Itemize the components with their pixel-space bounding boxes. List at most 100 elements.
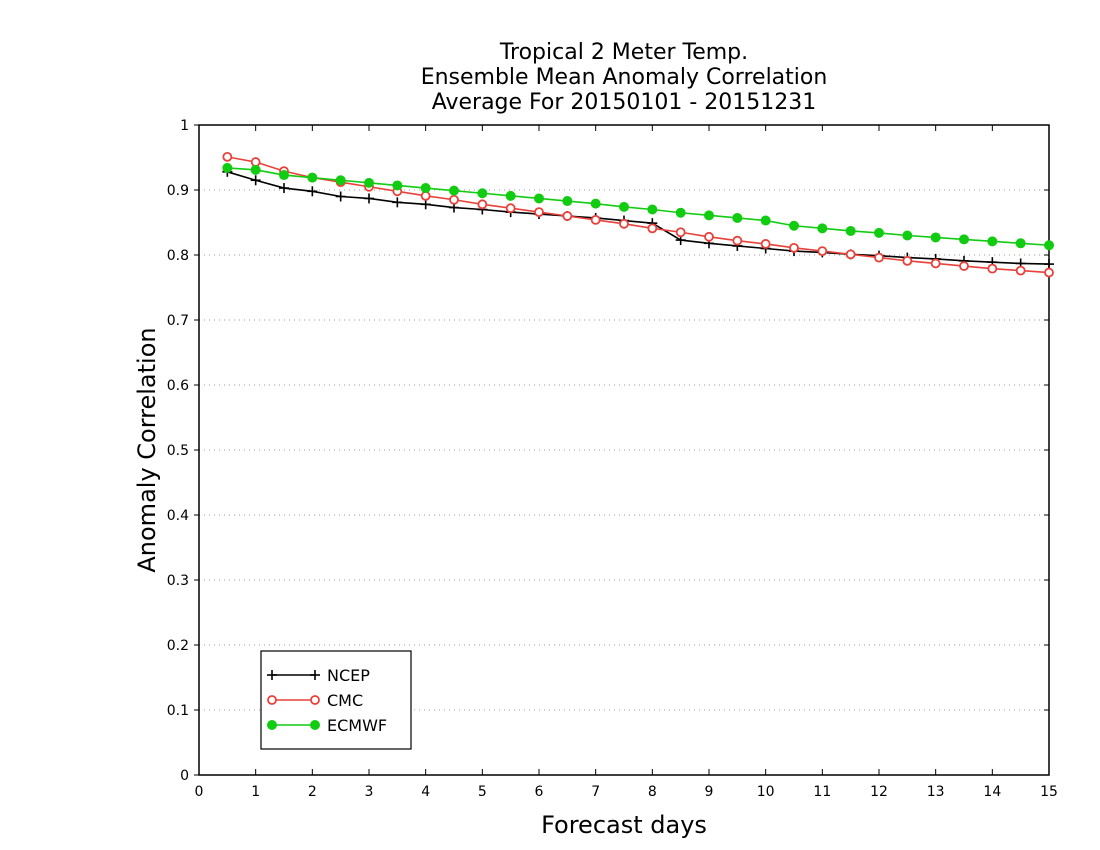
cmc-point — [817, 246, 828, 257]
cmc-point — [505, 203, 516, 214]
legend-box — [260, 650, 412, 750]
ecmwf-point — [647, 204, 658, 215]
x-axis: 0 1 2 3 4 5 6 7 8 9 10 11 12 13 14 15 — [195, 125, 1058, 800]
ecmwf-point — [760, 215, 771, 226]
ecmwf-point — [534, 193, 544, 204]
legend-label: NCEP — [327, 666, 370, 685]
cmc-point — [902, 255, 913, 266]
cmc-point — [1044, 267, 1054, 278]
title-line-2: Ensemble Mean Anomaly Correlation — [421, 65, 828, 90]
ncep-point — [335, 191, 346, 202]
cmc-point — [732, 235, 743, 246]
y-axis: 0 0.1 0.2 0.3 0.4 0.5 0.6 0.7 0.8 0.9 1 — [167, 118, 1049, 784]
ecmwf-point — [930, 232, 941, 243]
ecmwf-line — [227, 167, 1050, 247]
legend-marker — [267, 695, 277, 705]
ncep-line — [227, 171, 1050, 265]
cmc-point — [562, 211, 573, 221]
ecmwf-point — [619, 201, 629, 212]
ecmwf-point — [590, 198, 601, 209]
series-ecmwf — [222, 162, 1054, 251]
cmc-point — [874, 252, 884, 263]
ecmwf-point — [704, 210, 714, 221]
x-tick-label: 13 — [927, 784, 945, 800]
ecmwf-point — [505, 190, 516, 201]
ecmwf-point — [307, 172, 318, 183]
ecmwf-point — [449, 185, 459, 196]
legend-label: ECMWF — [327, 716, 387, 735]
cmc-line — [227, 156, 1050, 274]
cmc-point — [845, 249, 856, 260]
y-tick-label: 0.2 — [167, 638, 189, 654]
ecmwf-point — [477, 188, 488, 199]
x-tick-label: 1 — [251, 784, 260, 800]
x-tick-label: 6 — [535, 784, 544, 800]
cmc-point — [675, 227, 686, 238]
title-line-1: Tropical 2 Meter Temp. — [499, 40, 748, 65]
x-tick-label: 14 — [983, 784, 1001, 800]
legend: NCEP CMC ECMWF — [260, 650, 412, 750]
y-tick-label: 0.6 — [167, 378, 189, 394]
x-tick-label: 9 — [705, 784, 714, 800]
ncep-point — [1044, 259, 1054, 270]
legend-label: CMC — [327, 691, 363, 710]
y-tick-label: 0.9 — [167, 183, 189, 199]
ecmwf-point — [222, 162, 233, 173]
y-tick-label: 0.1 — [167, 703, 189, 719]
x-tick-label: 15 — [1040, 784, 1058, 800]
cmc-point — [619, 218, 629, 229]
ecmwf-point — [364, 177, 374, 188]
ncep-point — [250, 175, 261, 186]
x-tick-label: 5 — [478, 784, 487, 800]
y-tick-label: 0 — [180, 768, 189, 784]
ncep-point — [364, 193, 374, 204]
x-axis-title: Forecast days — [541, 811, 707, 839]
ecmwf-point — [279, 170, 289, 181]
y-tick-label: 0.8 — [167, 248, 189, 264]
ecmwf-point — [732, 212, 743, 223]
x-tick-label: 7 — [591, 784, 600, 800]
ecmwf-point — [335, 175, 346, 186]
cmc-point — [760, 239, 771, 249]
cmc-point — [987, 263, 998, 274]
ncep-point — [392, 197, 403, 208]
cmc-point — [647, 223, 658, 234]
x-tick-label: 10 — [757, 784, 775, 800]
cmc-point — [704, 231, 714, 242]
ecmwf-point — [1015, 238, 1026, 249]
cmc-point — [930, 258, 941, 269]
legend-marker — [310, 670, 320, 680]
gridlines — [199, 189, 1049, 711]
chart-title: Tropical 2 Meter Temp. Ensemble Mean Ano… — [421, 40, 828, 115]
ecmwf-point — [562, 196, 573, 207]
y-tick-label: 0.3 — [167, 573, 189, 589]
legend-marker — [310, 695, 320, 705]
ecmwf-point — [392, 180, 403, 191]
series-group — [222, 151, 1054, 278]
ecmwf-point — [789, 220, 799, 231]
x-tick-label: 3 — [365, 784, 374, 800]
x-tick-label: 11 — [813, 784, 831, 800]
y-tick-label: 1 — [180, 118, 189, 134]
y-tick-label: 0.5 — [167, 443, 189, 459]
legend-marker — [310, 720, 320, 730]
legend-item-cmc: CMC — [267, 691, 363, 710]
cmc-point — [590, 214, 601, 225]
legend-marker — [267, 670, 277, 680]
ecmwf-point — [420, 183, 431, 194]
x-tick-label: 0 — [195, 784, 204, 800]
ecmwf-point — [845, 225, 856, 236]
ecmwf-point — [250, 164, 261, 175]
x-tick-label: 8 — [648, 784, 657, 800]
cmc-point — [477, 199, 488, 210]
ncep-point — [307, 186, 318, 197]
ecmwf-point — [1044, 240, 1054, 251]
ncep-point — [279, 183, 289, 194]
cmc-point — [1015, 265, 1026, 276]
ecmwf-point — [675, 207, 686, 218]
series-ncep — [222, 166, 1054, 270]
title-line-3: Average For 20150101 - 20151231 — [432, 90, 817, 115]
legend-item-ncep: NCEP — [267, 666, 370, 685]
ncep-point — [420, 199, 431, 210]
